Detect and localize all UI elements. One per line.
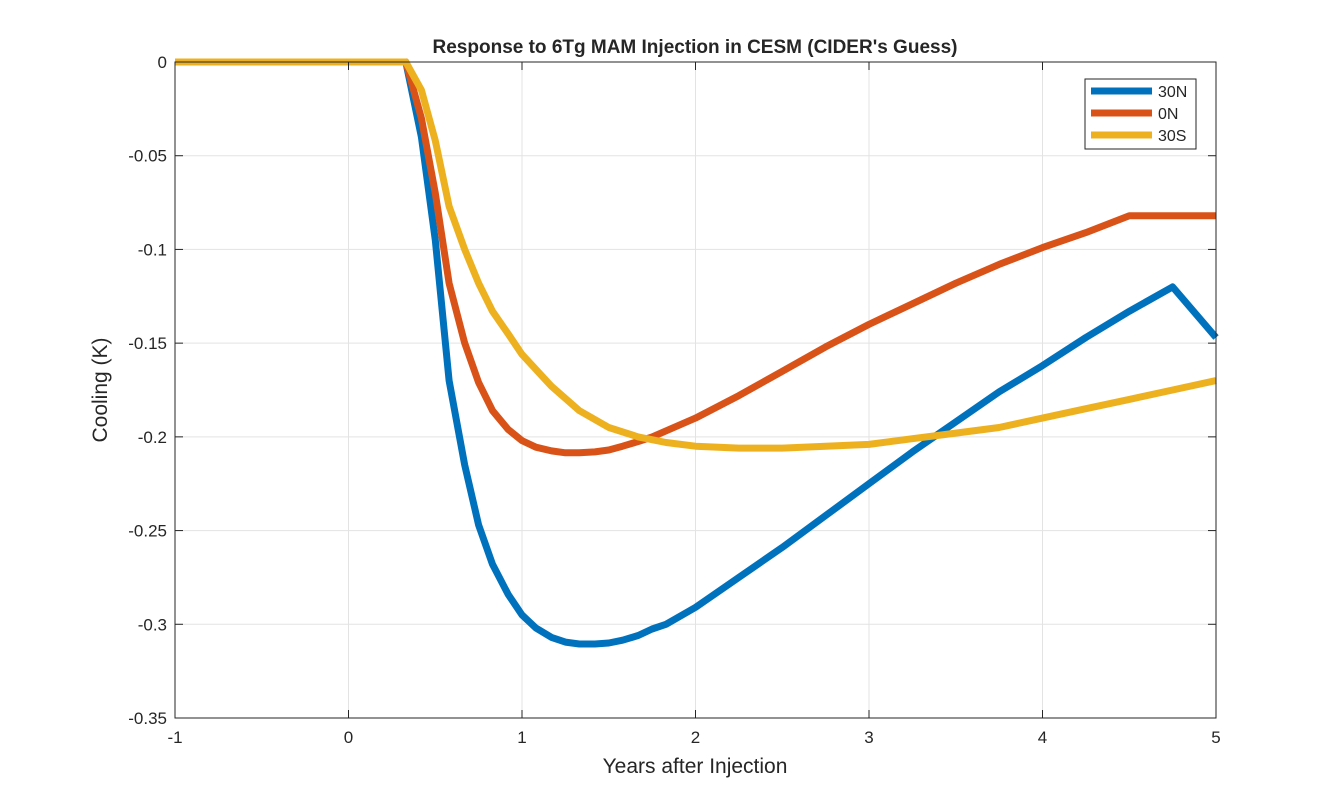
legend: 30N 0N 30S: [1084, 78, 1197, 150]
legend-label-30N: 30N: [1158, 84, 1187, 101]
chart-title: Response to 6Tg MAM Injection in CESM (C…: [433, 37, 958, 58]
y-tick-label: 0: [158, 53, 167, 72]
series-line-30S: [175, 58, 1217, 452]
y-tick-label: -0.3: [138, 615, 167, 634]
legend-label-30S: 30S: [1158, 128, 1186, 145]
y-tick-label: -0.15: [128, 334, 167, 353]
x-tick-label: -1: [167, 728, 182, 747]
legend-label-0N: 0N: [1158, 106, 1178, 123]
y-tick-label: -0.1: [138, 240, 167, 259]
y-axis-label: Cooling (K): [89, 337, 112, 442]
x-tick-label: 2: [691, 728, 700, 747]
y-tick-label: -0.35: [128, 709, 167, 728]
series-line-30N: [175, 58, 1219, 648]
series-line-0N: [175, 58, 1216, 457]
y-tick-label: -0.2: [138, 428, 167, 447]
y-tick-label: -0.25: [128, 522, 167, 541]
y-tick-label: -0.05: [128, 147, 167, 166]
x-tick-label: 5: [1211, 728, 1220, 747]
x-tick-label: 4: [1038, 728, 1047, 747]
x-tick-label: 3: [864, 728, 873, 747]
x-axis-label: Years after Injection: [603, 755, 788, 778]
ticks: -1 0 1 2 3 4 5 0 -0.05 -0.1 -0.15 -0.2 -0.25 -0.3 -0.3…: [128, 53, 1220, 747]
series-layer: [175, 58, 1219, 648]
x-tick-label: 1: [517, 728, 526, 747]
x-tick-label: 0: [344, 728, 353, 747]
